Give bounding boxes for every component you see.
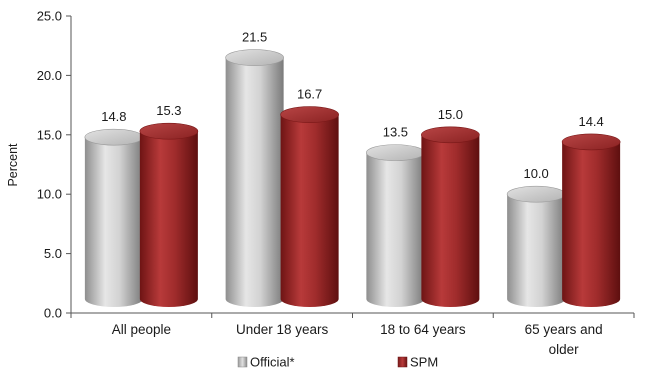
data-label: 14.4 bbox=[578, 114, 603, 129]
bar-official bbox=[366, 152, 425, 307]
bar-top-official bbox=[506, 185, 566, 203]
x-category-label: 65 years and older bbox=[525, 322, 603, 357]
data-label: 10.0 bbox=[523, 166, 548, 181]
x-axis: All people Under 18 years 18 to 64 years 65… bbox=[70, 312, 635, 357]
data-label: 15.0 bbox=[438, 107, 463, 122]
bars bbox=[84, 49, 621, 307]
y-tick-label: 5.0 bbox=[44, 246, 62, 261]
data-label: 15.3 bbox=[156, 103, 181, 118]
bar-top-official bbox=[225, 49, 284, 66]
bar-top-spm bbox=[561, 133, 621, 151]
y-axis-title: Percent bbox=[6, 143, 20, 187]
data-label: 21.5 bbox=[242, 30, 267, 45]
bar-spm bbox=[280, 114, 339, 307]
y-tick-label: 10.0 bbox=[37, 187, 62, 202]
x-category-label-line: 18 to 64 years bbox=[380, 322, 466, 337]
x-category-label: All people bbox=[112, 322, 171, 337]
bar-top-spm bbox=[421, 126, 480, 144]
x-category-label-line: 65 years and bbox=[525, 322, 603, 337]
legend-swatch-official bbox=[237, 356, 248, 368]
y-tick-label: 25.0 bbox=[37, 9, 62, 24]
bar-top-spm bbox=[280, 106, 339, 123]
bar-official bbox=[507, 194, 566, 307]
legend-label: SPM bbox=[410, 355, 438, 370]
data-label: 13.5 bbox=[383, 125, 408, 140]
bar-official bbox=[84, 137, 143, 307]
y-tick-label: 0.0 bbox=[44, 306, 62, 321]
x-category-label: 18 to 64 years bbox=[380, 322, 466, 337]
data-labels: 14.8 15.3 21.5 16.7 13.5 15.0 10.0 14.4 bbox=[101, 30, 604, 182]
bar-top-official bbox=[366, 144, 425, 161]
x-category-label-line: Under 18 years bbox=[236, 322, 329, 337]
y-tick-label: 20.0 bbox=[37, 68, 62, 83]
bar-spm bbox=[562, 141, 621, 307]
y-axis: 0.0 5.0 10.0 15.0 20.0 25.0 bbox=[37, 9, 72, 321]
x-category-label-line: All people bbox=[112, 322, 171, 337]
legend-swatch-spm bbox=[397, 356, 408, 368]
bar-spm bbox=[421, 134, 480, 307]
legend-label: Official* bbox=[250, 355, 295, 370]
bar-top-official bbox=[84, 128, 144, 146]
x-category-label-line: older bbox=[549, 342, 580, 357]
data-label: 16.7 bbox=[297, 87, 322, 102]
bar-official bbox=[225, 57, 284, 307]
bar-top-spm bbox=[139, 122, 199, 140]
x-category-label: Under 18 years bbox=[236, 322, 329, 337]
legend: Official* SPM bbox=[237, 355, 438, 370]
bar-spm bbox=[139, 131, 198, 307]
y-tick-label: 15.0 bbox=[37, 127, 62, 142]
data-label: 14.8 bbox=[101, 109, 126, 124]
